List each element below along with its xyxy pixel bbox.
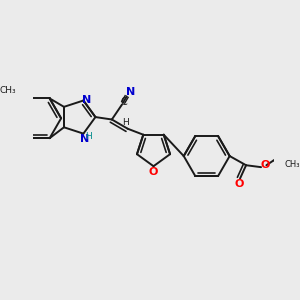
Text: O: O	[234, 179, 244, 189]
Text: C: C	[121, 97, 127, 106]
Text: N: N	[82, 95, 91, 105]
Text: N: N	[126, 87, 135, 98]
Text: CH₃: CH₃	[0, 86, 16, 95]
Text: O: O	[149, 167, 158, 176]
Text: CH₃: CH₃	[284, 160, 300, 169]
Text: H: H	[85, 132, 92, 141]
Text: H: H	[122, 118, 128, 127]
Text: O: O	[261, 160, 270, 170]
Text: N: N	[80, 134, 89, 144]
